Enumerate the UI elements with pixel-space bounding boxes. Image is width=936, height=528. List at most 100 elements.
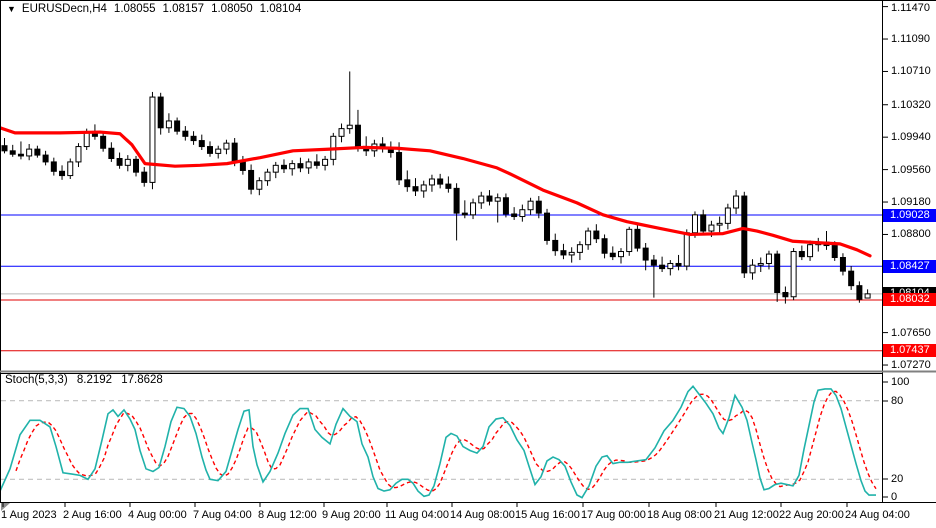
candle-body	[519, 209, 526, 218]
price-tick-label: 1.09940	[891, 131, 931, 144]
candle-body	[593, 230, 600, 240]
moving-average-line[interactable]	[0, 126, 872, 258]
candle-body	[338, 128, 345, 137]
candle-body	[659, 264, 666, 270]
hline-price-badge: 1.08032	[883, 293, 936, 307]
candle-body	[552, 239, 559, 252]
candle-body	[149, 96, 156, 183]
symbol-timeframe-label: EURUSDecn,H4	[21, 3, 107, 15]
time-tick-label: 4 Aug 00:00	[128, 509, 187, 521]
candle-body	[831, 245, 838, 258]
candle-body	[354, 124, 361, 148]
candle-body	[749, 264, 756, 274]
candle-body	[157, 96, 164, 129]
stoch-main-line	[1, 385, 876, 499]
candle-body	[609, 252, 616, 258]
stoch-tick-label: 100	[891, 376, 910, 388]
candle-body	[807, 244, 814, 258]
candle-body	[733, 195, 740, 209]
time-tick-label: 21 Aug 12:00	[714, 509, 779, 521]
candle-body	[133, 158, 140, 173]
candle-body	[856, 285, 863, 300]
candle-body	[83, 131, 90, 148]
candle-body	[437, 178, 444, 185]
price-tick-label: 1.10320	[891, 98, 931, 111]
time-tick-label: 18 Aug 08:00	[647, 509, 712, 521]
candle-body	[848, 270, 855, 287]
candle-body	[494, 197, 501, 202]
candle-body	[716, 222, 723, 226]
candle-body	[256, 180, 263, 190]
ohlc-low: 1.08050	[211, 3, 253, 15]
candle-body	[642, 247, 649, 261]
candle-body	[50, 161, 57, 172]
candle-body	[667, 262, 674, 270]
symbol-dropdown-icon[interactable]: ▼	[7, 4, 16, 14]
candle-body	[207, 146, 213, 154]
candle-body	[231, 142, 238, 163]
candle-body	[396, 152, 403, 181]
stoch-tick-label: 0	[891, 491, 898, 503]
candle-body	[264, 171, 271, 182]
candle-body	[248, 169, 255, 190]
candle-body	[765, 253, 772, 264]
candle-body	[280, 164, 287, 170]
hline-price-badge: 1.07437	[883, 344, 936, 358]
candle-body	[404, 179, 411, 188]
candle-body	[198, 140, 205, 148]
candle-body	[478, 195, 485, 204]
candle-body	[17, 153, 24, 157]
candle-body	[675, 262, 682, 267]
candle-body	[116, 158, 123, 166]
time-tick-label: 1 Aug 2023	[1, 509, 57, 521]
time-tick-label: 8 Aug 12:00	[258, 509, 317, 521]
candle-body	[1, 145, 8, 152]
candle-body	[650, 259, 657, 266]
candle-body	[470, 202, 477, 216]
candle-body	[346, 124, 353, 130]
time-tick-label: 9 Aug 20:00	[322, 509, 381, 521]
candle-body	[313, 161, 320, 166]
price-tick-label: 1.07650	[891, 326, 931, 339]
candle-body	[618, 251, 624, 258]
time-tick-label: 7 Aug 04:00	[193, 509, 252, 521]
candle-body	[34, 148, 41, 156]
hline-price-badge: 1.09028	[883, 208, 936, 222]
candle-body	[239, 161, 246, 171]
candle-body	[798, 251, 805, 258]
stochastic-name: Stoch(5,3,3)	[5, 374, 68, 386]
price-tick-label: 1.08800	[891, 228, 931, 241]
candle-body	[576, 244, 583, 253]
candle-body	[174, 120, 181, 132]
stochastic-main-value: 8.2192	[76, 374, 113, 386]
candle-body	[544, 212, 551, 241]
candle-body	[75, 146, 82, 163]
candle-body	[165, 120, 172, 129]
candle-body	[9, 150, 16, 155]
candle-body	[100, 135, 107, 149]
ohlc-high: 1.08157	[162, 3, 205, 15]
price-tick-label: 1.09560	[891, 163, 931, 176]
price-tick-label: 1.10710	[891, 65, 931, 78]
candle-body	[757, 262, 764, 266]
stochastic-signal-value: 17.8628	[121, 374, 163, 386]
candle-body	[428, 178, 435, 186]
price-tick-label: 1.09180	[891, 196, 931, 209]
candle-body	[141, 171, 148, 183]
candle-body	[420, 184, 427, 192]
price-tick-label: 1.11090	[891, 33, 930, 46]
candle-body	[601, 238, 608, 254]
candle-body	[502, 197, 509, 215]
candle-body	[182, 130, 189, 137]
candle-body	[782, 291, 789, 298]
candle-body	[190, 135, 197, 142]
time-tick-label: 15 Aug 16:00	[515, 509, 580, 521]
candle-body	[305, 161, 312, 169]
candle-body	[108, 147, 115, 160]
time-tick-label: 14 Aug 08:00	[450, 509, 515, 521]
stochastic-label: Stoch(5,3,3) 8.2192 17.8628	[5, 374, 169, 386]
candle-body	[42, 154, 49, 163]
candle-body	[223, 142, 230, 150]
